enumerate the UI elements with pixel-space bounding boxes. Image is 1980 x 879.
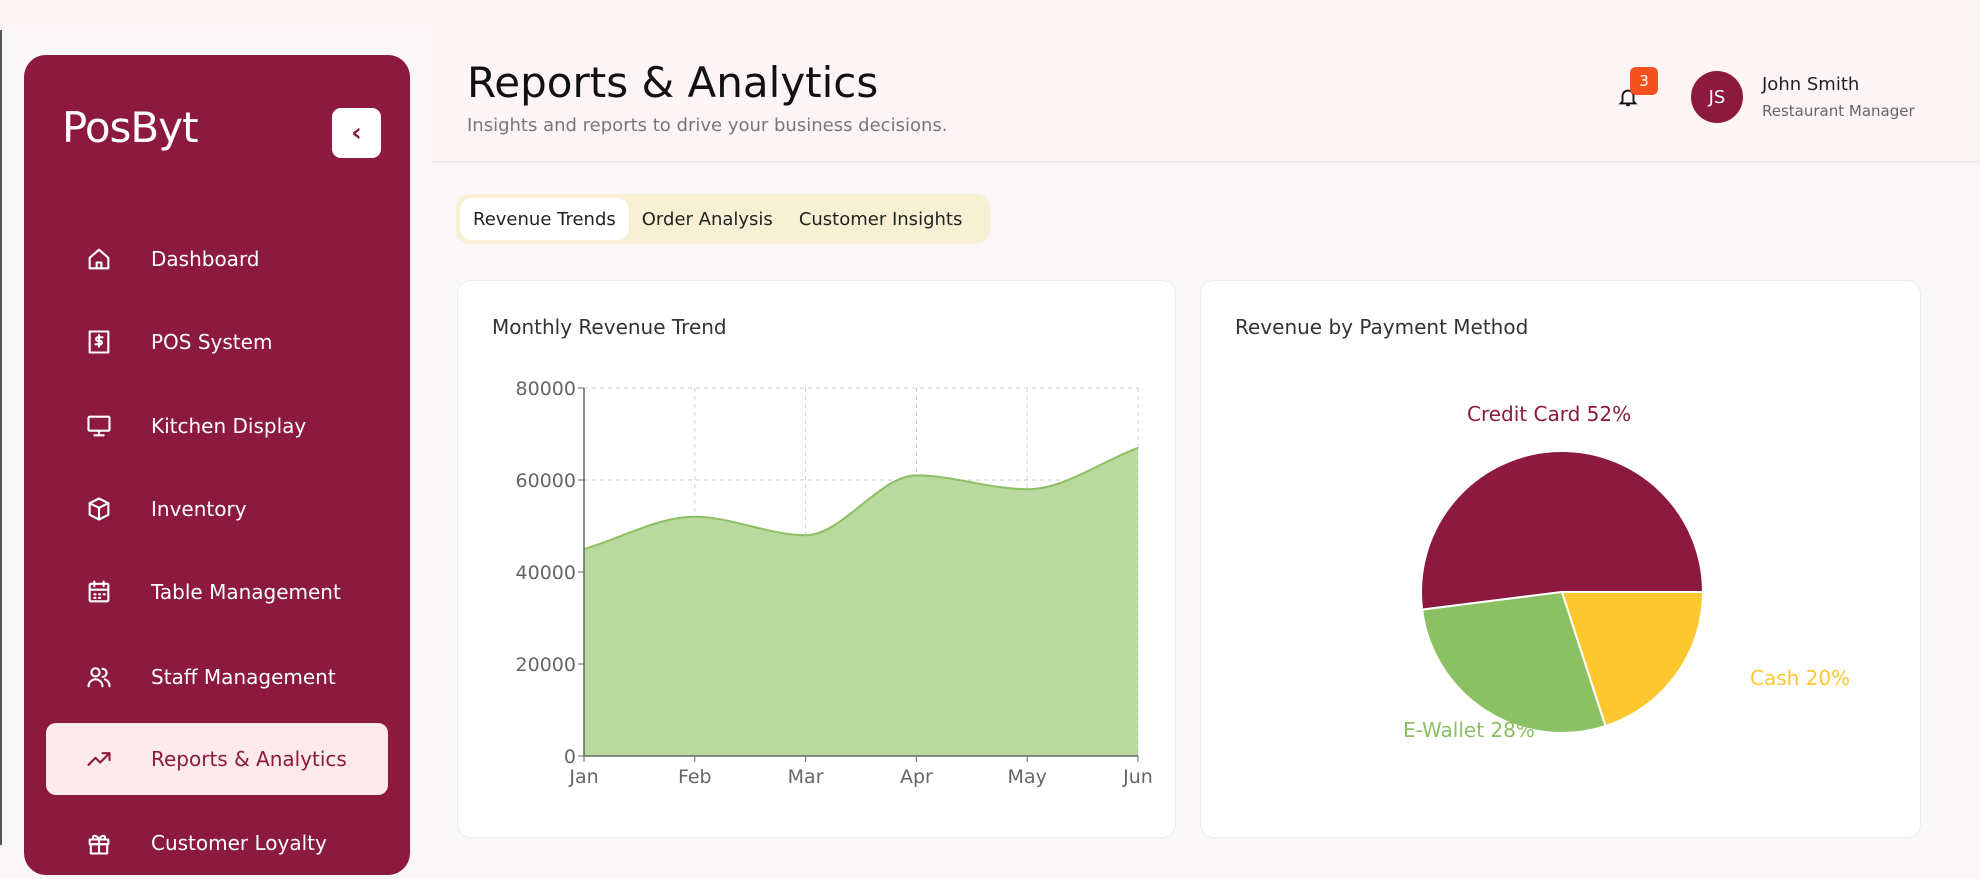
- user-role: Restaurant Manager: [1762, 102, 1915, 120]
- payment-method-chart: Credit Card 52% E-Wallet 28% Cash 20%: [1403, 402, 1850, 742]
- sidebar-item-dashboard[interactable]: Dashboard: [46, 223, 388, 295]
- pie-label: Credit Card 52%: [1467, 402, 1631, 426]
- x-tick-label: Apr: [900, 766, 933, 788]
- pie-label: Cash 20%: [1750, 666, 1850, 690]
- y-tick-label: 20000: [516, 654, 576, 676]
- revenue-line: [583, 446, 1139, 550]
- chart-title: Revenue by Payment Method: [1235, 315, 1529, 339]
- page-title: Reports & Analytics: [467, 58, 879, 107]
- window-edge: [0, 30, 2, 845]
- gift-icon: [82, 829, 116, 857]
- sidebar-item-label: Kitchen Display: [151, 414, 307, 438]
- y-tick-label: 60000: [516, 470, 576, 492]
- pie-slice-e-wallet: [1420, 590, 1607, 734]
- pie-slice-credit-card: [1420, 450, 1705, 611]
- sidebar: PosByt ‹ Dashboard POS System Kitchen Disp…: [24, 55, 410, 875]
- notification-badge: 3: [1630, 67, 1658, 95]
- sidebar-item-label: Staff Management: [151, 665, 336, 689]
- chevron-left-icon: ‹: [351, 118, 362, 148]
- avatar[interactable]: JS: [1691, 71, 1743, 123]
- sidebar-item-label: Inventory: [151, 497, 247, 521]
- sidebar-item-label: Reports & Analytics: [151, 747, 347, 771]
- report-tabs: Revenue Trends Order Analysis Customer I…: [456, 194, 990, 244]
- sidebar-item-reports-analytics[interactable]: Reports & Analytics: [46, 723, 388, 795]
- chart-title: Monthly Revenue Trend: [492, 315, 727, 339]
- home-icon: [82, 245, 116, 273]
- y-tick-label: 40000: [516, 562, 576, 584]
- x-tick-label: Jun: [1122, 766, 1153, 788]
- x-tick-label: Jan: [568, 766, 598, 788]
- sidebar-item-table-management[interactable]: Table Management: [46, 556, 388, 628]
- trending-up-icon: [82, 745, 116, 773]
- page-subtitle: Insights and reports to drive your busin…: [467, 115, 948, 136]
- y-tick-label: 0: [564, 746, 576, 768]
- sidebar-item-inventory[interactable]: Inventory: [46, 473, 388, 545]
- calendar-icon: [82, 578, 116, 606]
- monthly-revenue-card: Monthly Revenue Trend 0 20000 40000 60000 80…: [457, 280, 1176, 838]
- monthly-revenue-chart: 0 20000 40000 60000 80000 Jan Feb Mar Apr May Jun: [516, 378, 1153, 788]
- users-icon: [82, 663, 116, 691]
- collapse-sidebar-button[interactable]: ‹: [332, 108, 381, 158]
- sidebar-item-pos-system[interactable]: POS System: [46, 306, 388, 378]
- pie-slice-cash: [1560, 591, 1705, 728]
- sidebar-item-label: Table Management: [151, 580, 341, 604]
- x-tick-label: Mar: [788, 766, 824, 788]
- top-strip: [0, 0, 1980, 30]
- monitor-icon: [82, 412, 116, 440]
- box-icon: [82, 495, 116, 523]
- tab-customer-insights[interactable]: Customer Insights: [798, 208, 963, 230]
- revenue-area: [584, 447, 1138, 756]
- sidebar-item-label: POS System: [151, 330, 273, 354]
- sidebar-item-staff-management[interactable]: Staff Management: [46, 641, 388, 713]
- receipt-dollar-icon: [82, 328, 116, 356]
- pie-label: E-Wallet 28%: [1403, 718, 1535, 742]
- tab-revenue-trends[interactable]: Revenue Trends: [460, 198, 629, 240]
- sidebar-item-kitchen-display[interactable]: Kitchen Display: [46, 390, 388, 462]
- y-tick-label: 80000: [516, 378, 576, 400]
- tab-order-analysis[interactable]: Order Analysis: [641, 208, 773, 230]
- sidebar-item-label: Dashboard: [151, 247, 260, 271]
- page-header: Reports & Analytics Insights and reports…: [432, 30, 1980, 163]
- payment-method-card: Revenue by Payment Method Credit Card 52…: [1200, 280, 1921, 838]
- sidebar-item-customer-loyalty[interactable]: Customer Loyalty: [46, 807, 388, 879]
- logo: PosByt: [62, 103, 199, 152]
- sidebar-item-label: Customer Loyalty: [151, 831, 327, 855]
- x-tick-label: May: [1008, 766, 1047, 788]
- user-name: John Smith: [1762, 74, 1860, 95]
- x-tick-label: Feb: [678, 766, 712, 788]
